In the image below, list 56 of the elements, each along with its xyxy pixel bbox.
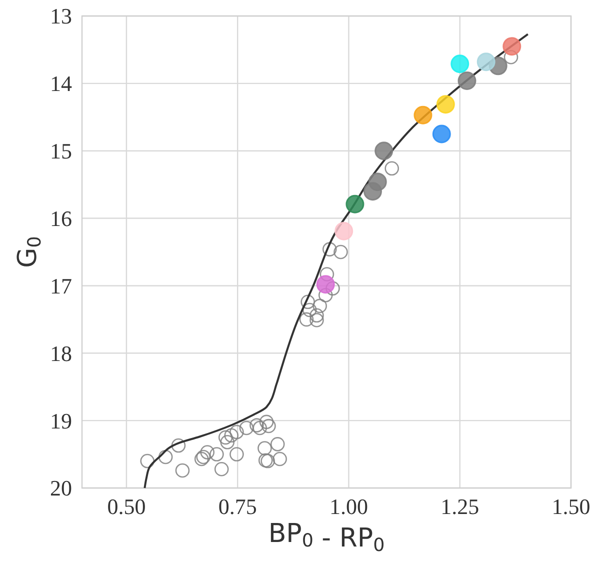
point [272, 452, 287, 466]
point [262, 418, 276, 434]
point [270, 437, 285, 452]
point [476, 52, 496, 72]
point [200, 445, 215, 460]
point [230, 447, 244, 462]
y-tick-label: 16 [50, 206, 72, 231]
y-tick-label: 15 [50, 138, 72, 164]
y-tick-label: 17 [50, 273, 72, 298]
x-tick-label: 1.25 [440, 494, 480, 519]
point [224, 428, 239, 443]
point [374, 142, 394, 160]
point [502, 37, 522, 56]
point [363, 182, 382, 201]
point [158, 450, 173, 464]
point [140, 454, 154, 468]
point [218, 430, 233, 445]
point [220, 435, 235, 450]
point [322, 242, 337, 256]
y-tick-label: 18 [50, 340, 72, 366]
point [214, 462, 229, 476]
point [302, 302, 317, 318]
point [334, 222, 354, 240]
point [252, 420, 267, 436]
point [310, 312, 324, 328]
x-tick-label: 0.50 [107, 494, 146, 519]
point [299, 312, 314, 327]
point [334, 244, 348, 260]
y-tick-label: 20 [50, 476, 72, 501]
point [320, 267, 334, 282]
y-tick-label: 14 [50, 71, 72, 96]
point [346, 194, 364, 214]
point [259, 414, 274, 430]
point [310, 308, 324, 323]
x-tick-label: 1.50 [552, 494, 590, 519]
point [258, 441, 272, 456]
point [175, 463, 190, 478]
x-tick-label: 0.75 [218, 494, 257, 519]
point [300, 294, 315, 310]
point [316, 275, 335, 294]
point [312, 298, 327, 314]
x-tick-label: 1.00 [329, 494, 368, 519]
point [230, 424, 244, 440]
point [450, 54, 470, 74]
x-axis-title: BP$_{0}$ - RP$_{0}$ [268, 519, 385, 556]
point [436, 95, 455, 114]
point [414, 106, 432, 124]
point [171, 438, 186, 453]
point [458, 71, 476, 90]
point [239, 420, 254, 436]
point [210, 447, 224, 462]
point [432, 124, 451, 144]
y-tick-label: 13 [50, 4, 72, 29]
point [250, 418, 264, 432]
point [384, 161, 399, 176]
y-tick-label: 19 [50, 408, 72, 434]
